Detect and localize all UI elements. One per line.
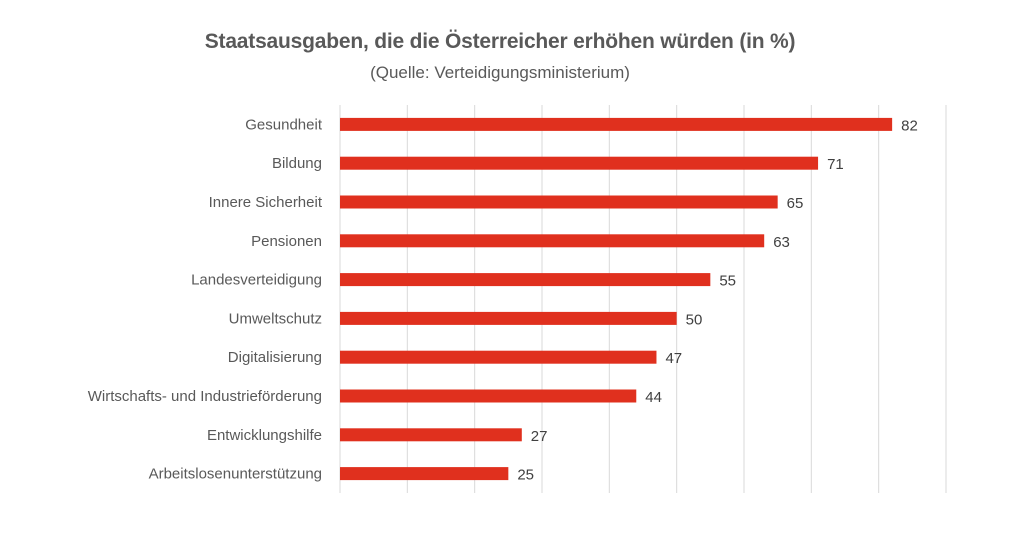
data-label: 44 — [645, 389, 662, 406]
bar — [340, 234, 765, 248]
bar — [340, 467, 509, 481]
category-label: Umweltschutz — [229, 310, 322, 327]
data-label: 47 — [665, 350, 682, 367]
data-label: 63 — [773, 234, 790, 251]
category-label: Arbeitslosenunterstützung — [149, 466, 322, 483]
bars — [340, 117, 893, 481]
bar — [340, 389, 637, 403]
value-labels: 82 71 65 63 55 50 47 44 27 25 — [517, 117, 917, 483]
bar — [340, 117, 893, 131]
data-label: 71 — [827, 156, 844, 173]
data-label: 27 — [531, 428, 548, 445]
category-label: Landesverteidigung — [191, 272, 322, 289]
bar — [340, 428, 522, 442]
chart-title: Staatsausgaben, die die Österreicher erh… — [204, 30, 796, 53]
category-label: Gesundheit — [245, 116, 323, 133]
bar — [340, 156, 819, 170]
category-label: Pensionen — [251, 233, 322, 250]
category-label: Entwicklungshilfe — [207, 427, 322, 444]
chart-subtitle: (Quelle: Verteidigungsministerium) — [370, 63, 630, 82]
bar — [340, 273, 711, 287]
bar — [340, 311, 677, 325]
category-label: Digitalisierung — [228, 349, 322, 366]
data-label: 25 — [517, 467, 534, 484]
data-label: 82 — [901, 117, 918, 134]
data-label: 65 — [787, 195, 804, 212]
category-labels: Gesundheit Bildung Innere Sicherheit Pensio… — [88, 116, 323, 482]
bar — [340, 195, 778, 209]
data-label: 50 — [686, 311, 703, 328]
category-label: Bildung — [272, 155, 322, 172]
bar — [340, 350, 657, 364]
data-label: 55 — [719, 273, 736, 290]
category-label: Wirtschafts- und Industrieförderung — [88, 388, 322, 405]
category-label: Innere Sicherheit — [209, 194, 323, 211]
